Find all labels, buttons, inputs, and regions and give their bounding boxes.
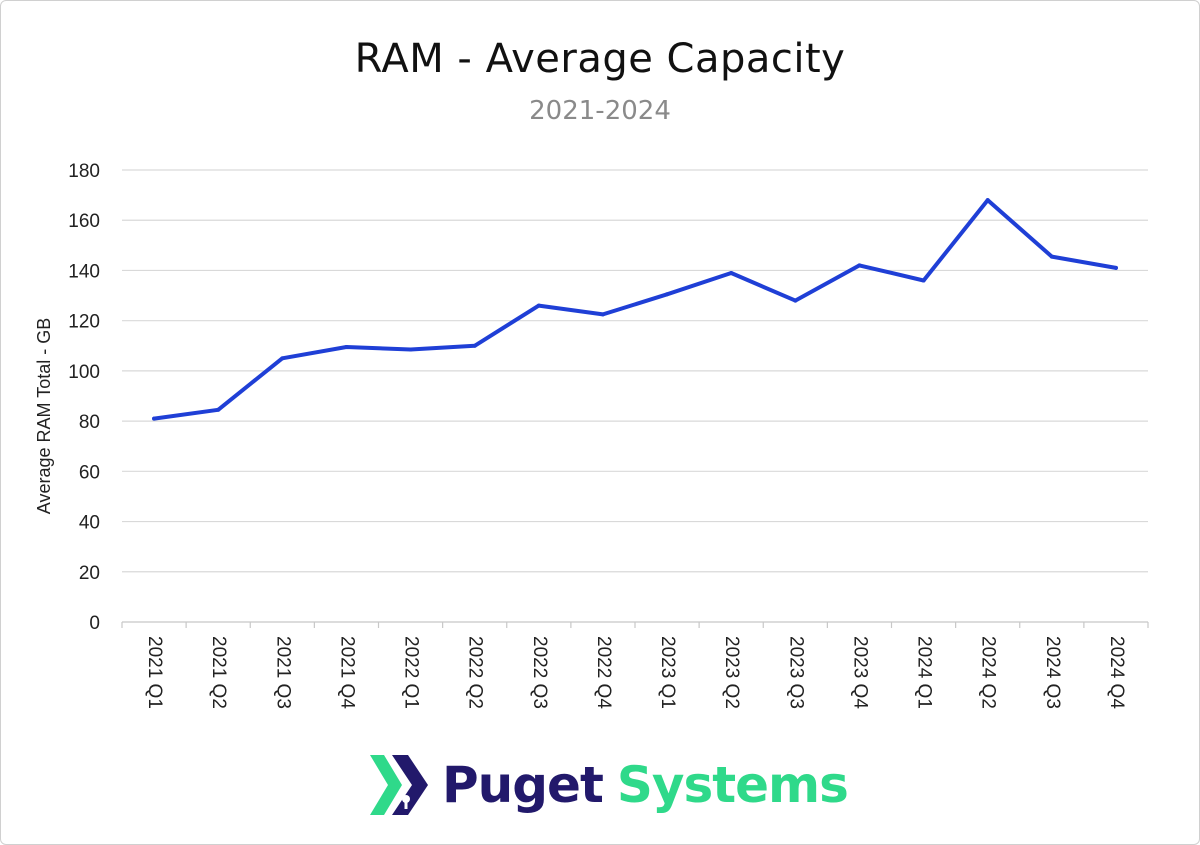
data-point bbox=[280, 356, 285, 361]
y-tick-labels: 0 20 40 60 80 100 120 140 160 180 bbox=[68, 161, 100, 634]
x-tick-label: 2021 Q1 bbox=[144, 636, 165, 709]
x-tick-label: 2021 Q2 bbox=[208, 636, 229, 709]
x-tick-label: 2024 Q1 bbox=[914, 636, 935, 709]
data-point bbox=[344, 345, 349, 350]
y-tick-label: 160 bbox=[68, 211, 100, 232]
puget-chevron-icon bbox=[370, 755, 428, 815]
data-point bbox=[600, 312, 605, 317]
data-point bbox=[152, 416, 157, 421]
data-point bbox=[665, 292, 670, 297]
data-point bbox=[536, 303, 541, 308]
x-tick-label: 2023 Q2 bbox=[721, 636, 742, 709]
x-tick-label: 2022 Q1 bbox=[401, 636, 422, 709]
y-axis-title: Average RAM Total - GB bbox=[34, 318, 54, 514]
x-tick-label: 2022 Q4 bbox=[593, 636, 614, 709]
data-point bbox=[793, 298, 798, 303]
x-tick-label: 2021 Q3 bbox=[272, 636, 293, 709]
grid-lines bbox=[121, 169, 1149, 628]
series-line bbox=[152, 198, 1118, 421]
data-point bbox=[216, 407, 221, 412]
y-tick-label: 60 bbox=[79, 462, 100, 483]
y-tick-label: 20 bbox=[79, 563, 100, 584]
y-tick-label: 100 bbox=[68, 362, 100, 383]
series-layer bbox=[152, 198, 1118, 421]
y-tick-label: 180 bbox=[68, 161, 100, 182]
y-tick-label: 80 bbox=[79, 412, 100, 433]
x-tick-labels: 2021 Q1 2021 Q2 2021 Q3 2021 Q4 2022 Q1 2022 … bbox=[144, 636, 1127, 709]
data-point bbox=[985, 198, 990, 203]
data-point bbox=[921, 278, 926, 283]
x-tick-label: 2024 Q2 bbox=[978, 636, 999, 709]
x-tick-label: 2024 Q4 bbox=[1106, 636, 1127, 709]
x-tick-label: 2021 Q4 bbox=[336, 636, 357, 709]
y-tick-label: 120 bbox=[68, 312, 100, 333]
x-tick-label: 2022 Q2 bbox=[465, 636, 486, 709]
x-tick-label: 2024 Q3 bbox=[1042, 636, 1063, 709]
x-tick-label: 2023 Q4 bbox=[849, 636, 870, 709]
y-tick-label: 0 bbox=[89, 613, 100, 634]
puget-systems-logo: Puget Systems bbox=[368, 752, 849, 818]
x-tick-label: 2023 Q3 bbox=[785, 636, 806, 709]
y-tick-label: 40 bbox=[79, 513, 100, 534]
x-tick-label: 2022 Q3 bbox=[529, 636, 550, 709]
x-tick-label: 2023 Q1 bbox=[657, 636, 678, 709]
logo-word-systems: Systems bbox=[616, 756, 849, 814]
logo-word-puget: Puget bbox=[442, 756, 604, 814]
y-tick-label: 140 bbox=[68, 261, 100, 282]
data-point bbox=[1049, 254, 1054, 259]
data-point bbox=[408, 347, 413, 352]
data-point bbox=[857, 263, 862, 268]
data-point bbox=[1113, 265, 1118, 270]
data-point bbox=[472, 343, 477, 348]
data-point bbox=[729, 270, 734, 275]
chart-title: RAM - Average Capacity bbox=[354, 36, 846, 82]
chart-subtitle: 2021-2024 bbox=[529, 96, 671, 126]
